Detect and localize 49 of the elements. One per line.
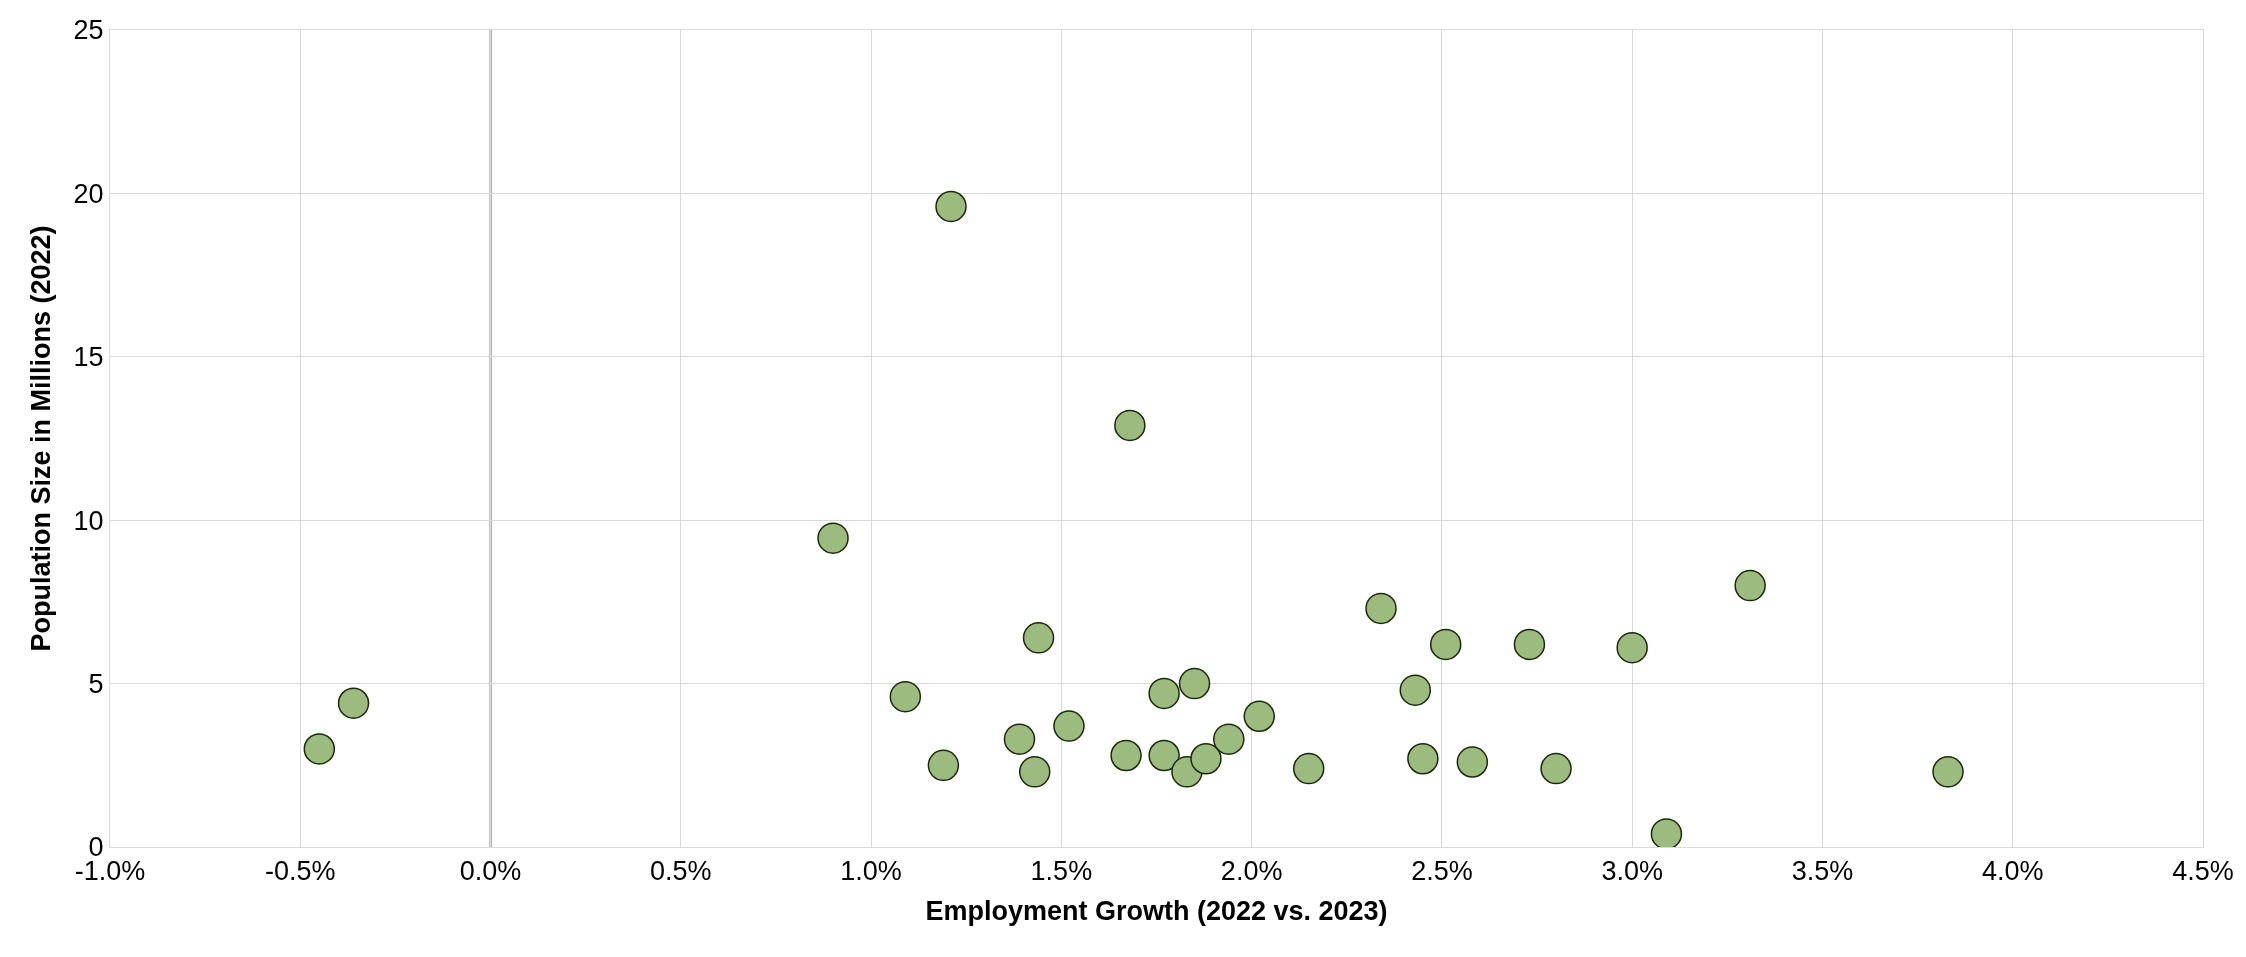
y-tick-label: 20 — [73, 178, 104, 209]
point — [817, 522, 849, 554]
x-tick-label: 1.5% — [1030, 856, 1093, 887]
point — [1148, 677, 1180, 710]
point — [1243, 700, 1275, 733]
point — [1429, 628, 1462, 661]
x-tick-label: 4.0% — [1981, 856, 2044, 887]
point — [1148, 739, 1180, 772]
point — [1053, 710, 1085, 742]
x-tick-label: -1.0% — [74, 856, 146, 887]
point — [337, 687, 370, 719]
point — [1650, 818, 1683, 847]
point — [1213, 723, 1245, 755]
x-tick-label: 1.0% — [840, 856, 902, 887]
x-tick-label: 2.5% — [1411, 856, 1473, 887]
point — [1003, 723, 1036, 755]
x-tick-label: 0.0% — [459, 856, 522, 887]
point — [1292, 752, 1325, 785]
point — [303, 733, 336, 765]
point — [1399, 674, 1432, 706]
point — [1540, 752, 1572, 785]
x-tick-label: 3.5% — [1791, 856, 1854, 887]
point — [1616, 631, 1648, 664]
x-tick-label: -0.5% — [265, 856, 336, 887]
point — [1456, 746, 1489, 778]
x-tick-label: 4.5% — [2172, 856, 2234, 887]
x-tick-label: 0.5% — [650, 856, 712, 887]
point — [1178, 667, 1211, 700]
point — [1932, 756, 1964, 788]
y-tick-label: 10 — [73, 505, 104, 536]
point — [927, 749, 960, 782]
y-tick-label: 5 — [88, 669, 104, 700]
x-tick-label: 2.0% — [1220, 856, 1283, 887]
y-axis-title: Population Size in Millions (2022) — [25, 225, 56, 652]
point — [1365, 592, 1397, 625]
x-axis-title: Employment Growth (2022 vs. 2023) — [925, 895, 1388, 926]
y-tick-label: 25 — [73, 15, 104, 46]
point — [935, 190, 967, 223]
point — [1734, 569, 1766, 602]
point — [889, 680, 922, 713]
point — [1190, 743, 1222, 775]
point — [1018, 756, 1051, 788]
point — [1022, 622, 1055, 654]
y-tick-label: 15 — [73, 342, 104, 373]
point — [1114, 409, 1146, 442]
point — [1513, 628, 1546, 661]
x-tick-label: 3.0% — [1601, 856, 1663, 887]
point — [1407, 743, 1439, 775]
point — [1110, 739, 1142, 772]
